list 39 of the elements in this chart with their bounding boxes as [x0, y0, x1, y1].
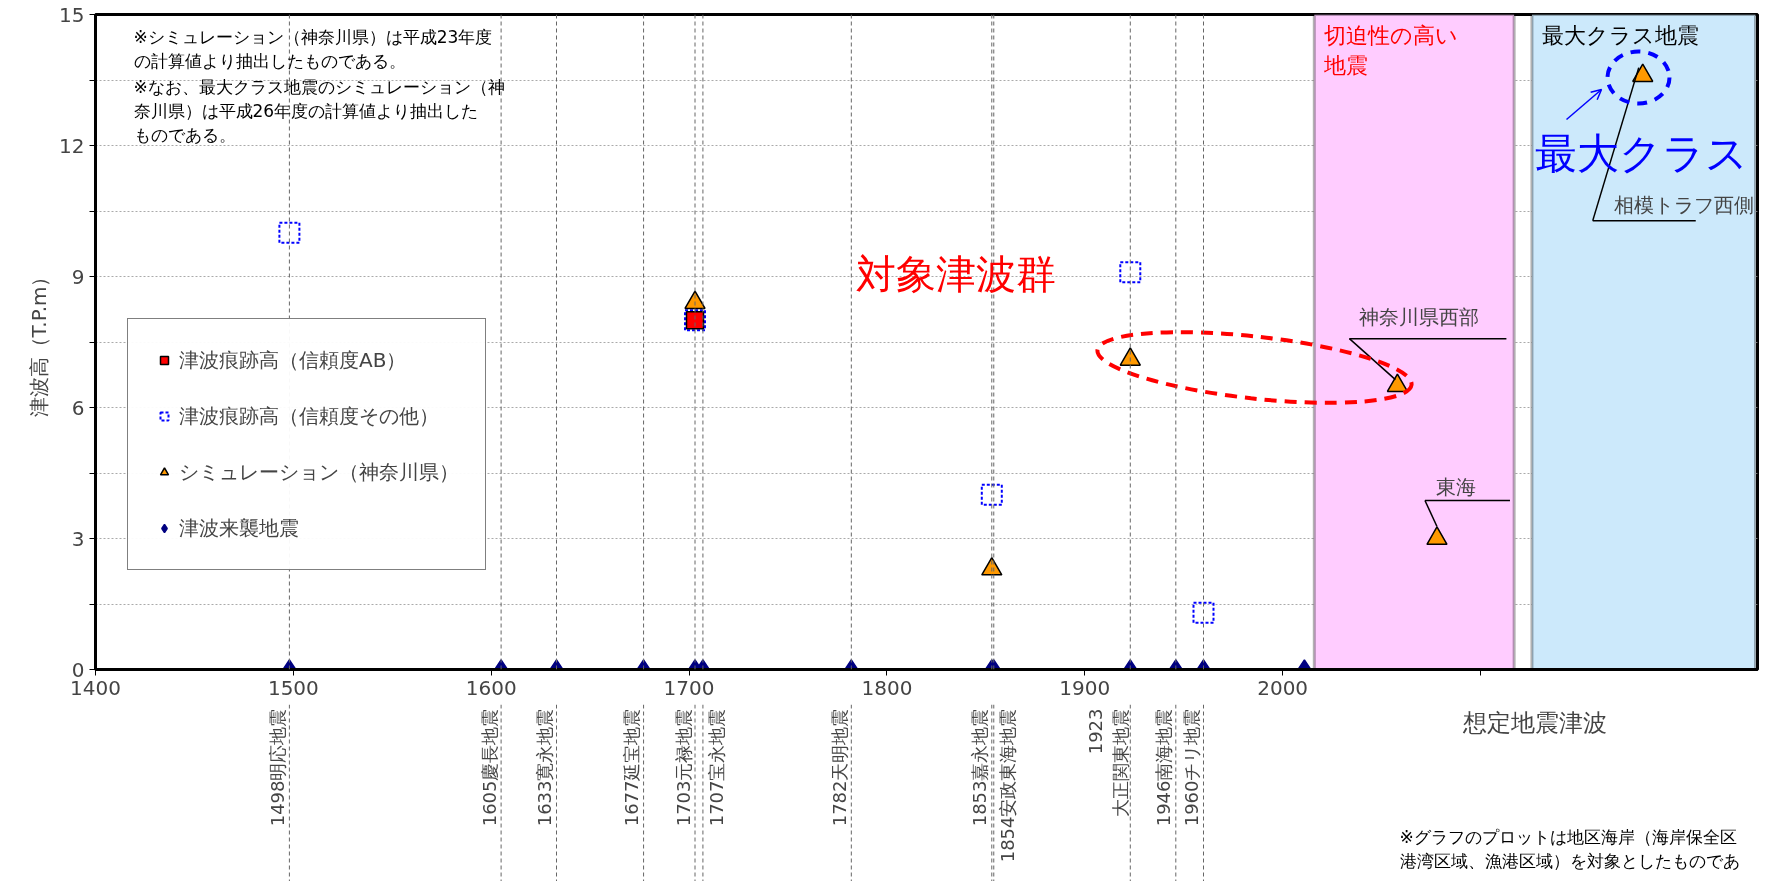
annotation: ※なお、最大クラス地震のシミュレーション（神奈川県）は平成26年度の計算値より抽出したものである。 [133, 76, 505, 145]
ref-line-label: 1498明応地震 [266, 708, 288, 827]
x-tick-label: 1900 [1059, 675, 1111, 700]
y-tick-label: 3 [71, 526, 85, 551]
y-tick-label: 15 [59, 2, 85, 27]
annotation: ※シミュレーション（神奈川県）は平成23年度の計算値より抽出したものである。 [133, 26, 493, 71]
legend-label: シミュレーション（神奈川県） [179, 458, 459, 486]
ref-line-label: 1707宝永地震 [706, 708, 728, 827]
band-label: 最大クラス地震 [1541, 22, 1699, 48]
y-tick-label: 9 [71, 264, 85, 289]
ref-line-label: 1605慶長地震 [478, 708, 500, 827]
x-tick-label: 1500 [267, 675, 319, 700]
legend-label: 津波来襲地震 [179, 514, 299, 542]
annotation: 神奈川県西部 [1359, 304, 1480, 329]
legend-label: 津波痕跡高（信頼度AB） [179, 346, 407, 374]
ref-line-label: 1703元禄地震 [672, 708, 694, 827]
band-label: 切迫性の高い地震 [1323, 22, 1459, 78]
ref-line-label: 1946南海地震 [1153, 708, 1175, 827]
x-tick-label: 1800 [861, 675, 913, 700]
ref-line-label: 1782天明地震 [828, 708, 850, 827]
ref-line-label: 1677延宝地震 [621, 708, 643, 827]
ref-line-label: 1854安政東海地震 [997, 708, 1019, 863]
y-tick-label: 0 [71, 657, 85, 682]
annotation: 対象津波群 [855, 250, 1056, 297]
annotation: 相模トラフ西側 [1613, 192, 1754, 217]
annotation: 東海 [1435, 474, 1476, 499]
x-tick-label: 2000 [1257, 675, 1309, 700]
x-axis-title: 想定地震津波 [1461, 708, 1607, 737]
ref-line-label: 1923 大正関東地震 [1085, 708, 1132, 817]
legend-label: 津波痕跡高（信頼度その他） [179, 402, 439, 430]
y-axis-title: 津波高（T.P.m） [27, 266, 52, 418]
y-tick-label: 6 [71, 395, 85, 420]
ref-line-label: 1633寛永地震 [534, 708, 556, 827]
ref-line-label: 1960チリ地震 [1181, 708, 1202, 827]
text: ※グラフのプロットは地区海岸（海岸保全区港湾区域、漁港区域）を対象としたものであ [1399, 826, 1740, 871]
y-tick-label: 12 [59, 133, 85, 158]
x-tick-label: 1700 [663, 675, 715, 700]
x-tick-label: 1600 [465, 675, 517, 700]
ref-line-label: 1853嘉永地震 [969, 708, 991, 827]
